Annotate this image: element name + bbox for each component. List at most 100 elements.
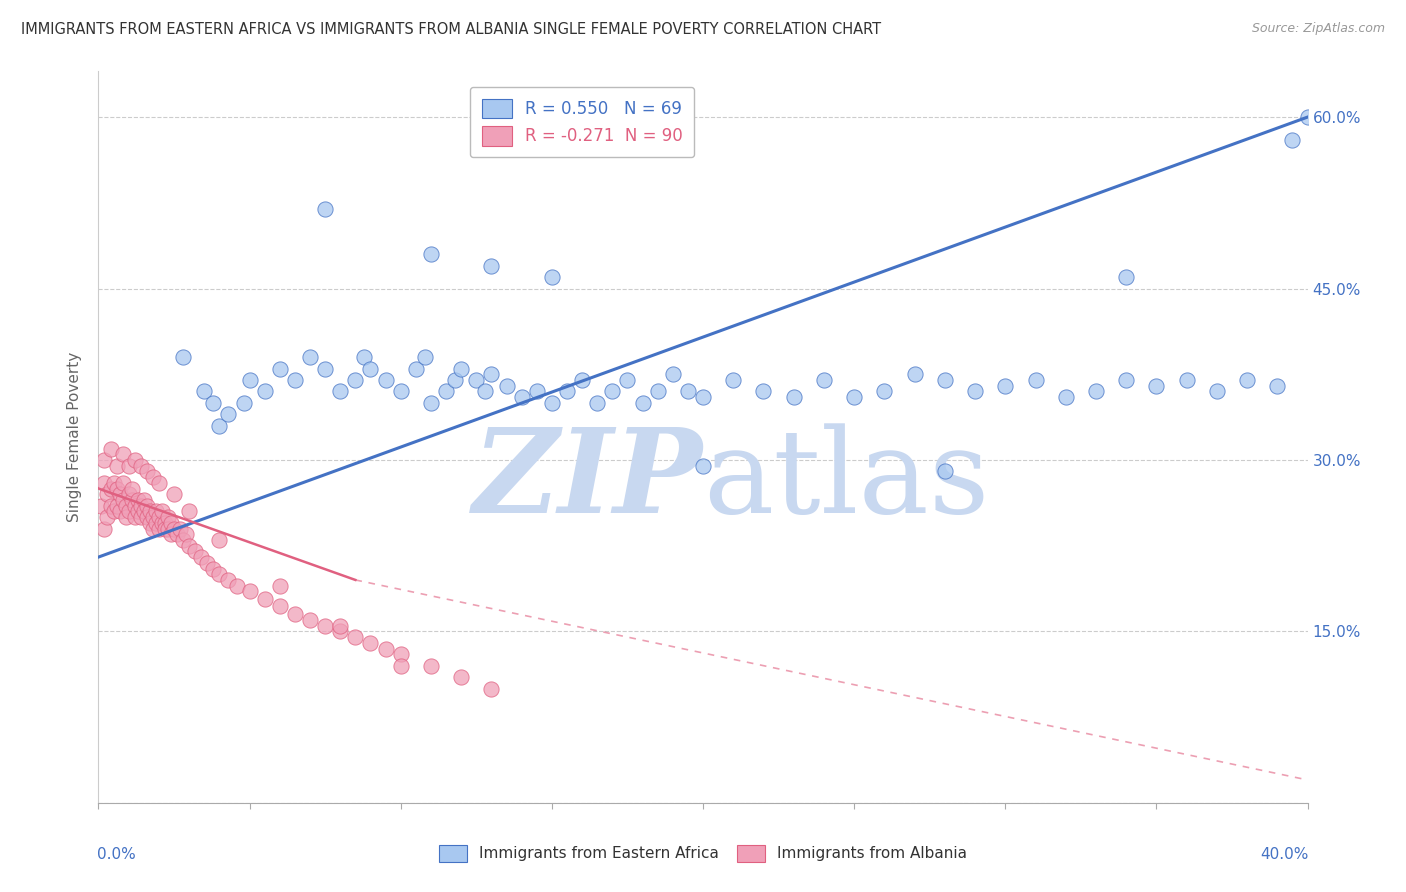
Point [124, 453, 146, 467]
Point [118, 487, 141, 501]
Point [217, 573, 239, 587]
Point [193, 384, 215, 399]
Point [103, 475, 125, 490]
Point [813, 373, 835, 387]
Point [153, 521, 176, 535]
Point [93, 453, 115, 467]
Point [420, 396, 443, 410]
Point [100, 442, 122, 456]
Point [121, 492, 143, 507]
Point [1267, 378, 1289, 392]
Point [450, 361, 472, 376]
Text: 0.0%: 0.0% [97, 847, 136, 862]
Point [353, 350, 375, 364]
Point [132, 492, 155, 507]
Point [139, 516, 162, 530]
Point [202, 561, 225, 575]
Point [145, 516, 167, 530]
Point [195, 556, 218, 570]
Point [284, 607, 307, 622]
Point [105, 482, 128, 496]
Point [1085, 384, 1108, 399]
Point [156, 521, 179, 535]
Point [1115, 270, 1137, 285]
Point [148, 521, 170, 535]
Point [208, 533, 231, 547]
Point [647, 384, 669, 399]
Point [139, 504, 162, 518]
Point [142, 510, 165, 524]
Point [1024, 373, 1046, 387]
Point [90, 499, 112, 513]
Point [105, 499, 128, 513]
Point [226, 579, 249, 593]
Point [124, 499, 146, 513]
Text: Source: ZipAtlas.com: Source: ZipAtlas.com [1251, 22, 1385, 36]
Point [1296, 110, 1319, 124]
Point [253, 592, 276, 607]
Point [692, 390, 714, 404]
Point [118, 458, 141, 473]
Point [135, 499, 157, 513]
Point [114, 499, 136, 513]
Point [389, 384, 412, 399]
Point [269, 361, 291, 376]
Point [616, 373, 638, 387]
Point [93, 475, 115, 490]
Point [1281, 133, 1303, 147]
Point [127, 504, 149, 518]
Point [374, 373, 396, 387]
Point [174, 527, 197, 541]
Point [239, 373, 262, 387]
Point [129, 499, 152, 513]
Point [1115, 373, 1137, 387]
Point [314, 361, 336, 376]
Point [142, 521, 165, 535]
Point [344, 373, 367, 387]
Point [555, 384, 578, 399]
Point [124, 510, 146, 524]
Point [160, 527, 183, 541]
Point [108, 487, 131, 501]
Point [783, 390, 806, 404]
Point [179, 539, 201, 553]
Point [1175, 373, 1198, 387]
Point [692, 458, 714, 473]
Point [481, 368, 503, 382]
Point [121, 482, 143, 496]
Point [142, 470, 165, 484]
Point [208, 567, 231, 582]
Point [132, 504, 155, 518]
Point [179, 504, 201, 518]
Point [873, 384, 896, 399]
Text: ZIP: ZIP [472, 424, 703, 539]
Point [481, 681, 503, 696]
Point [413, 350, 436, 364]
Point [329, 384, 352, 399]
Point [284, 373, 307, 387]
Point [202, 396, 225, 410]
Point [111, 475, 134, 490]
Point [329, 624, 352, 639]
Point [299, 350, 322, 364]
Point [163, 521, 186, 535]
Point [96, 487, 118, 501]
Point [374, 641, 396, 656]
Point [166, 527, 188, 541]
Point [434, 384, 457, 399]
Point [389, 658, 412, 673]
Point [420, 247, 443, 261]
Point [465, 373, 488, 387]
Point [481, 259, 503, 273]
Point [904, 368, 927, 382]
Point [127, 492, 149, 507]
Point [934, 373, 956, 387]
Point [100, 499, 122, 513]
Point [148, 510, 170, 524]
Point [145, 504, 167, 518]
Point [602, 384, 624, 399]
Point [156, 510, 179, 524]
Point [135, 510, 157, 524]
Point [474, 384, 496, 399]
Point [571, 373, 593, 387]
